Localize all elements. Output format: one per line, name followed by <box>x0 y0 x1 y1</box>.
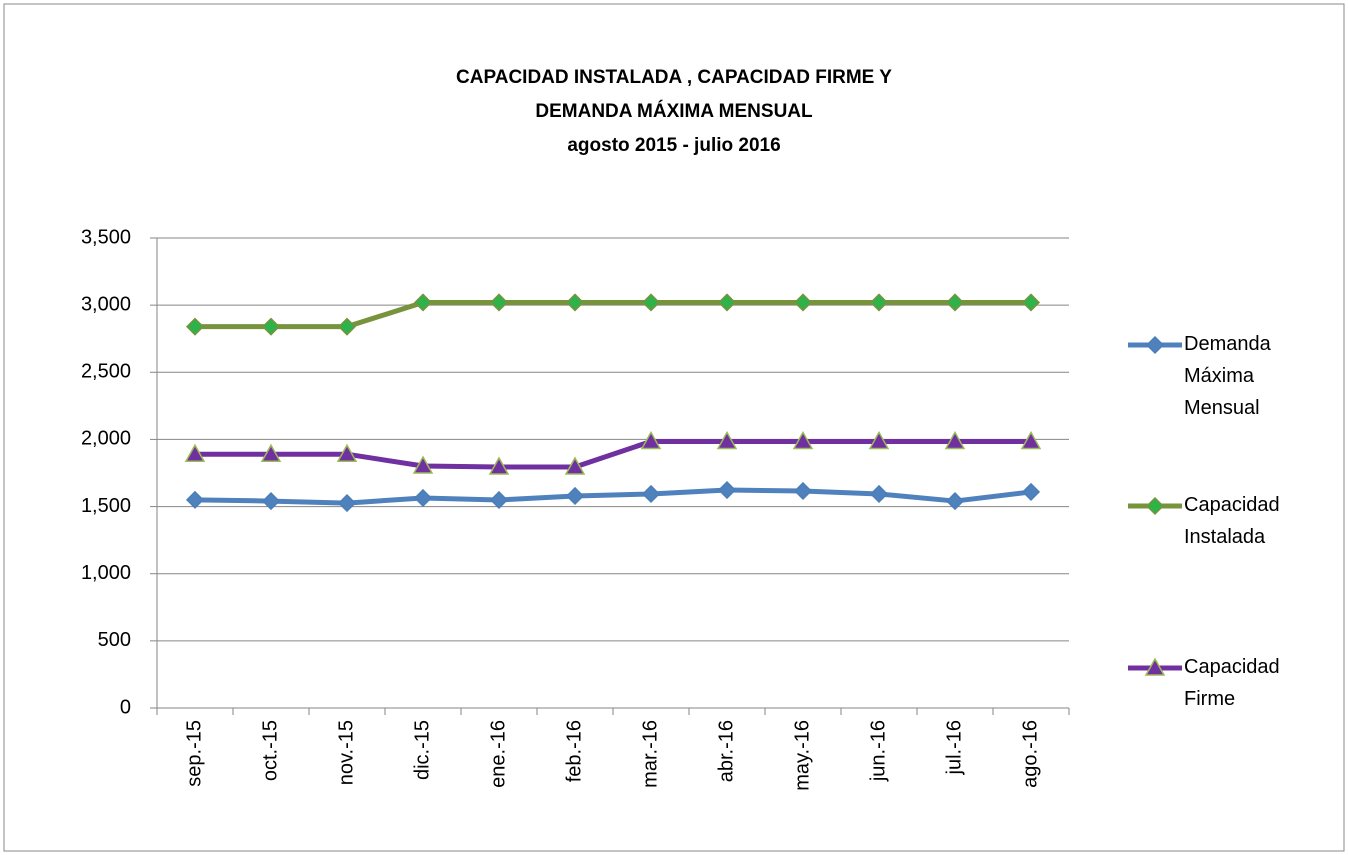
chart-title: CAPACIDAD INSTALADA , CAPACIDAD FIRME Y <box>456 67 892 88</box>
series-line <box>195 299 1031 330</box>
marker <box>1021 293 1041 312</box>
legend-label: Demanda Máxima Mensual <box>1184 333 1271 419</box>
marker <box>641 484 661 504</box>
marker <box>261 317 281 336</box>
marker <box>869 484 889 504</box>
series-line <box>194 487 1032 506</box>
marker <box>489 490 509 510</box>
legend-label: Capacidad Firme <box>1184 656 1280 710</box>
marker <box>565 486 585 506</box>
x-tick-label: oct.-15 <box>259 720 281 781</box>
chart-title: DEMANDA MÁXIMA MENSUAL <box>535 100 813 122</box>
marker <box>413 293 433 312</box>
chart-border <box>3 3 1345 852</box>
marker <box>565 293 585 312</box>
x-tick-label: may.-16 <box>791 720 813 791</box>
x-tick-label: sep.-15 <box>183 720 205 787</box>
x-tick-label: ene.-16 <box>487 720 509 788</box>
marker <box>185 317 205 336</box>
x-tick-label: nov.-15 <box>335 720 357 785</box>
marker <box>412 455 434 474</box>
marker <box>1145 335 1165 355</box>
marker <box>1145 496 1165 516</box>
marker <box>413 488 433 508</box>
marker <box>793 293 813 312</box>
marker <box>489 293 509 312</box>
x-tick-label: ago.-16 <box>1019 720 1041 788</box>
marker <box>1020 430 1042 450</box>
marker <box>717 480 737 500</box>
x-tick-label: feb.-16 <box>563 720 585 782</box>
marker <box>716 430 738 450</box>
marker <box>564 456 586 475</box>
marker <box>945 492 965 511</box>
marker <box>185 490 205 509</box>
marker <box>337 317 357 336</box>
marker <box>792 430 814 450</box>
y-tick-label: 0 <box>120 696 131 718</box>
marker <box>260 443 282 462</box>
y-tick-label: 500 <box>98 629 131 651</box>
x-tick-label: jun.-16 <box>867 720 889 782</box>
marker <box>1021 482 1041 501</box>
chart-title: agosto 2015 - julio 2016 <box>567 135 780 156</box>
y-tick-label: 1,000 <box>81 562 131 584</box>
marker <box>337 494 357 513</box>
y-tick-label: 3,500 <box>81 226 131 248</box>
marker <box>717 293 737 312</box>
y-tick-label: 3,000 <box>81 293 131 315</box>
x-tick-label: abr.-16 <box>715 720 737 782</box>
y-tick-label: 2,500 <box>81 361 131 383</box>
marker <box>868 430 890 450</box>
x-tick-label: mar.-16 <box>639 720 661 788</box>
marker <box>793 481 813 501</box>
marker <box>944 430 966 450</box>
x-tick-label: dic.-15 <box>411 720 433 780</box>
marker <box>869 293 889 312</box>
x-tick-label: jul.-16 <box>943 720 965 775</box>
y-tick-label: 1,500 <box>81 495 131 517</box>
marker <box>1144 657 1166 676</box>
marker <box>336 443 358 462</box>
marker <box>488 456 510 475</box>
series-line <box>195 438 1031 470</box>
marker <box>261 492 281 511</box>
y-tick-label: 2,000 <box>81 428 131 450</box>
marker <box>184 443 206 462</box>
marker <box>641 293 661 312</box>
marker <box>640 430 662 450</box>
marker <box>945 293 965 312</box>
legend-label: Capacidad Instalada <box>1184 494 1280 548</box>
